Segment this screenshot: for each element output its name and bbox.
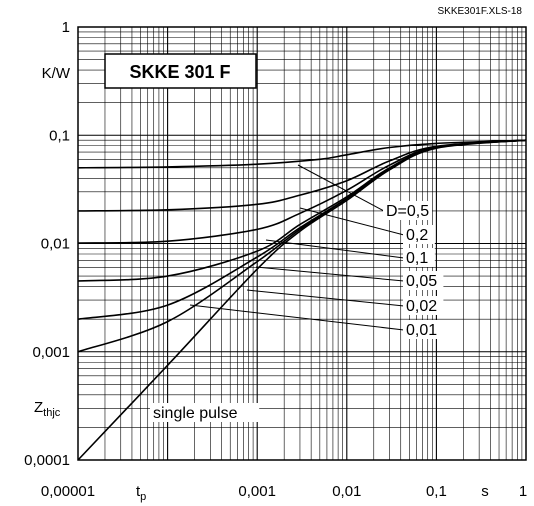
label-single-pulse: single pulse — [153, 405, 238, 422]
leader-0-1 — [265, 239, 405, 259]
y-axis-label: Zthjc — [34, 399, 61, 419]
label-bg-0-2 — [403, 225, 435, 244]
x-tick-label: 0,1 — [426, 483, 447, 500]
curve-single-pulse — [77, 139, 527, 461]
x-tick-labels: 0,00001 0,001 0,01 0,1 1 — [41, 483, 527, 500]
label-bg-0-01 — [403, 320, 444, 339]
label-bg-d-0-5 — [383, 201, 432, 220]
y-axis-label-main: Z — [34, 399, 43, 416]
plot-frame — [77, 26, 527, 461]
label-0-01: 0,01 — [406, 322, 437, 339]
leader-0-01 — [189, 304, 405, 331]
curve-0-2 — [77, 139, 527, 212]
leader-0-02 — [246, 289, 405, 307]
curve-d-0-5 — [77, 139, 527, 169]
y-tick-label: 0,001 — [32, 344, 70, 361]
chart-title: SKKE 301 F — [129, 62, 230, 82]
label-leader-lines — [189, 164, 405, 331]
leader-0-05 — [255, 266, 405, 282]
x-tick-label: 0,01 — [332, 483, 361, 500]
y-unit-label: K/W — [42, 65, 71, 82]
label-bg-0-1 — [403, 248, 435, 267]
y-axis-label-sub: thjc — [43, 407, 61, 419]
y-tick-label: 0,01 — [41, 236, 70, 253]
y-tick-label: 0,0001 — [24, 452, 70, 469]
x-tick-label: 1 — [519, 483, 527, 500]
y-tick-labels: 1 0,1 0,01 0,001 0,0001 — [24, 19, 70, 469]
x-axis-label: tp — [136, 483, 146, 503]
label-bg-0-05 — [403, 271, 444, 290]
label-0-02: 0,02 — [406, 298, 437, 315]
label-bg-single-pulse — [150, 403, 260, 422]
label-bg-0-02 — [403, 296, 444, 315]
x-tick-label: 0,001 — [238, 483, 276, 500]
label-0-2: 0,2 — [406, 227, 428, 244]
label-0-1: 0,1 — [406, 250, 428, 267]
leader-d-0-5 — [297, 164, 385, 212]
title-box — [104, 53, 257, 89]
x-axis-label-main: t — [136, 483, 141, 500]
y-tick-label: 0,1 — [49, 127, 70, 144]
curve-0-01 — [77, 139, 527, 353]
y-tick-label: 1 — [62, 19, 70, 36]
leader-0-2 — [299, 207, 405, 236]
file-id-label: SKKE301F.XLS-18 — [438, 6, 523, 17]
series-curves — [77, 139, 527, 461]
plot-grid — [78, 27, 526, 460]
x-unit-label: s — [481, 483, 489, 500]
series-labels: D=0,5 0,2 0,1 0,05 0,02 0,01 single pulse — [150, 201, 444, 422]
x-axis-label-sub: p — [140, 491, 146, 503]
x-tick-label: 0,00001 — [41, 483, 95, 500]
label-0-05: 0,05 — [406, 273, 437, 290]
label-d-0-5: D=0,5 — [386, 203, 429, 220]
